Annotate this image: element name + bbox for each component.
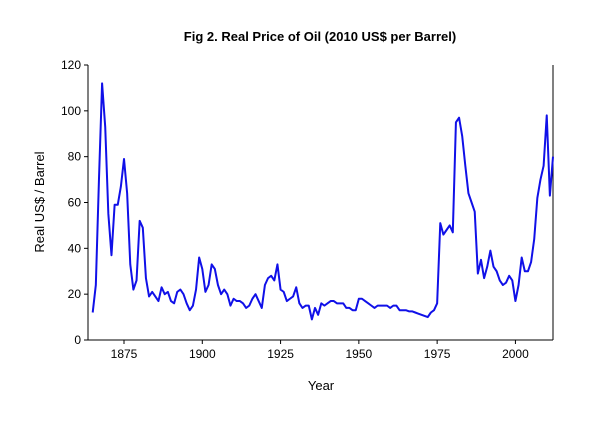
line: [91, 82, 554, 321]
x-axis-label: Year: [308, 378, 335, 393]
y-axis-label: Real US$ / Barrel: [32, 151, 47, 252]
y-tick-label: 100: [61, 104, 81, 118]
chart-title: Fig 2. Real Price of Oil (2010 US$ per B…: [184, 29, 456, 44]
x-tick-label: 1975: [424, 347, 451, 361]
y-tick-label: 120: [61, 58, 81, 72]
x-tick-label: 1875: [111, 347, 138, 361]
x-tick-label: 2000: [502, 347, 529, 361]
y-tick-label: 20: [68, 287, 82, 301]
x-tick-label: 1900: [189, 347, 216, 361]
x-tick-label: 1925: [267, 347, 294, 361]
y-tick-label: 80: [68, 150, 82, 164]
y-tick-label: 40: [68, 241, 82, 255]
x-tick-label: 1950: [346, 347, 373, 361]
y-tick-label: 60: [68, 196, 82, 210]
y-tick-label: 0: [74, 333, 81, 347]
